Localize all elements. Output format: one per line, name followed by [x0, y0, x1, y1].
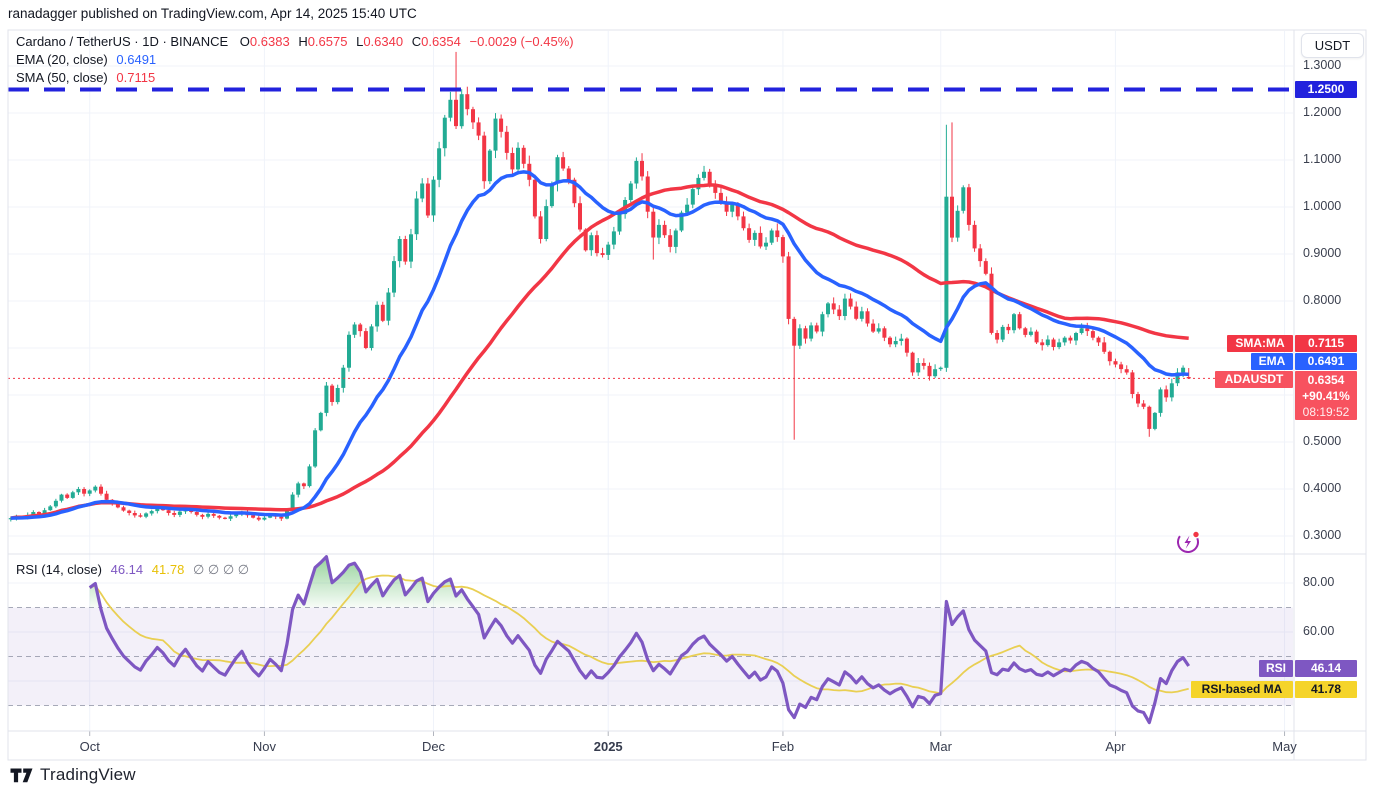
- symbol-name-tag: ADAUSDT: [1215, 371, 1293, 388]
- high-label: H: [298, 34, 308, 49]
- open-label: O: [239, 34, 250, 49]
- rsi-ma-value-badge: 41.78: [1295, 681, 1357, 698]
- price-axis-label: 1.2000: [1303, 105, 1342, 119]
- low-label: L: [356, 34, 364, 49]
- rsi-value-badge: 46.14: [1295, 660, 1357, 677]
- symbol-change-pct: +90.41%: [1302, 389, 1350, 403]
- rsi-label: RSI (14, close): [16, 562, 102, 577]
- time-axis-label: 2025: [593, 739, 623, 754]
- symbol-legend-row[interactable]: Cardano / TetherUS · 1D · BINANCE O0.638…: [16, 34, 579, 49]
- change-value: −0.0029 (−0.45%): [469, 34, 574, 49]
- brand-name: TradingView: [40, 765, 136, 784]
- rsi-name-tag: RSI: [1259, 660, 1293, 677]
- time-axis-label: Nov: [252, 739, 276, 754]
- rsi-value: 46.14: [110, 562, 144, 577]
- price-axis-label: 0.8000: [1303, 293, 1342, 307]
- rsi-axis-label: 60.00: [1303, 624, 1335, 638]
- ema-value: 0.6491: [116, 52, 157, 67]
- tradingview-mark-icon: [10, 768, 33, 782]
- price-axis-label: 1.0000: [1303, 199, 1342, 213]
- symbol-price-badge: 0.6354 +90.41% 08:19:52: [1295, 371, 1357, 420]
- symbol-price: 0.6354: [1307, 373, 1345, 387]
- published-header: ranadagger published on TradingView.com,…: [8, 6, 417, 21]
- sma-value: 0.7115: [116, 70, 156, 85]
- price-axis-label: 0.5000: [1303, 434, 1342, 448]
- rsi-ma-value: 41.78: [151, 562, 185, 577]
- close-value: 0.6354: [421, 34, 461, 49]
- rsi-legend-row[interactable]: RSI (14, close) 46.14 41.78 ∅ ∅ ∅ ∅: [16, 562, 254, 578]
- price-axis-label: 0.3000: [1303, 528, 1342, 542]
- price-axis-label: 0.9000: [1303, 246, 1342, 260]
- price-axis-label: 0.4000: [1303, 481, 1342, 495]
- rsi-ma-name-tag: RSI-based MA: [1191, 681, 1293, 698]
- lightning-icon: [1177, 530, 1201, 553]
- high-value: 0.6575: [307, 34, 348, 49]
- price-axis-label: 1.1000: [1303, 152, 1342, 166]
- rsi-empty-slots: ∅ ∅ ∅ ∅: [192, 562, 250, 577]
- sma-legend-row[interactable]: SMA (50, close) 0.7115: [16, 70, 160, 85]
- sma-name-tag: SMA:MA: [1227, 335, 1293, 352]
- time-axis-label: Dec: [421, 739, 446, 754]
- ema-label: EMA (20, close): [16, 52, 108, 67]
- level-price-badge: 1.2500: [1295, 81, 1357, 98]
- currency-usdt-button[interactable]: USDT: [1301, 33, 1364, 58]
- symbol-title: Cardano / TetherUS · 1D · BINANCE: [16, 34, 229, 49]
- price-axis-label: 1.3000: [1303, 58, 1342, 72]
- time-axis-label: Oct: [79, 739, 100, 754]
- open-value: 0.6383: [249, 34, 290, 49]
- time-axis-label: May: [1272, 739, 1297, 754]
- sma-label: SMA (50, close): [16, 70, 108, 85]
- time-axis-label: Mar: [929, 739, 952, 754]
- tradingview-logo[interactable]: TradingView: [10, 765, 136, 785]
- rsi-axis-label: 80.00: [1303, 575, 1335, 589]
- low-value: 0.6340: [363, 34, 404, 49]
- ema-name-tag: EMA: [1251, 353, 1293, 370]
- time-axis-label: Feb: [771, 739, 795, 754]
- instant-trading-button[interactable]: [1175, 529, 1201, 555]
- symbol-countdown: 08:19:52: [1302, 405, 1350, 419]
- ema-legend-row[interactable]: EMA (20, close) 0.6491: [16, 52, 161, 67]
- ema-value-badge: 0.6491: [1295, 353, 1357, 370]
- sma-value-badge: 0.7115: [1295, 335, 1357, 352]
- close-label: C: [411, 34, 422, 49]
- time-axis-label: Apr: [1105, 739, 1126, 754]
